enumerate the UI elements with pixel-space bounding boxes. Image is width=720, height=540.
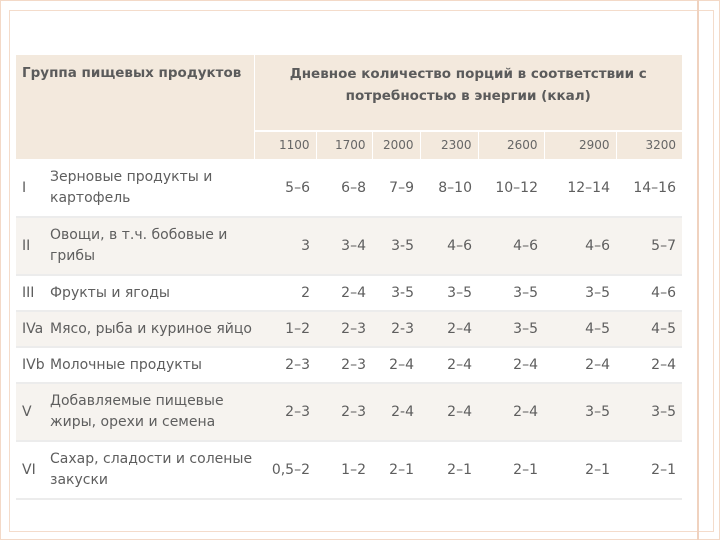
portion-value: 2–4 [478, 383, 544, 442]
portion-value: 3–5 [478, 275, 544, 312]
group-name: Сахар, сладости и соленые закуски [50, 441, 254, 500]
portion-value: 4–6 [616, 275, 682, 312]
portion-value: 0,5–2 [254, 441, 316, 500]
group-number: II [16, 217, 50, 276]
portion-value: 4–5 [616, 311, 682, 348]
kcal-header: 2300 [419, 129, 478, 159]
kcal-row: 1100 1700 2000 2300 2600 2900 3200 [16, 129, 682, 159]
kcal-header: 2900 [543, 129, 616, 159]
portion-value: 2–4 [316, 275, 372, 312]
portion-value: 2-3 [372, 311, 420, 348]
portion-value: 7–9 [372, 159, 420, 218]
portion-value: 3–5 [420, 275, 478, 312]
portion-value: 2–4 [420, 383, 478, 442]
group-number: IVb [16, 347, 50, 384]
table-row: III Фрукты и ягоды 2 2–4 3-5 3–5 3–5 3–5… [16, 275, 682, 312]
portion-value: 2–4 [544, 347, 616, 384]
kcal-header: 3200 [615, 129, 682, 159]
group-name: Зерновые продукты и картофель [50, 159, 254, 218]
portion-value: 4–6 [478, 217, 544, 276]
table-row: IVb Молочные продукты 2–3 2–3 2–4 2–4 2–… [16, 347, 682, 384]
group-number: IVa [16, 311, 50, 348]
portion-value: 10–12 [478, 159, 544, 218]
portion-value: 3–5 [544, 383, 616, 442]
group-number: V [16, 383, 50, 442]
portion-value: 2–1 [478, 441, 544, 500]
portion-value: 2–4 [420, 347, 478, 384]
kcal-header: 2600 [477, 129, 544, 159]
portion-value: 5–7 [616, 217, 682, 276]
portion-value: 3–4 [316, 217, 372, 276]
portion-value: 14–16 [616, 159, 682, 218]
group-number: I [16, 159, 50, 218]
portion-value: 1–2 [316, 441, 372, 500]
portion-value: 3–5 [544, 275, 616, 312]
portion-value: 1–2 [254, 311, 316, 348]
portion-value: 4–5 [544, 311, 616, 348]
portion-value: 2–3 [316, 311, 372, 348]
portion-value: 3–5 [616, 383, 682, 442]
header-food-group: Группа пищевых продуктов [16, 55, 255, 159]
table-row: II Овощи, в т.ч. бобовые и грибы 3 3–4 3… [16, 217, 682, 276]
food-portions-table: Группа пищевых продуктов Дневное количес… [16, 55, 682, 500]
group-name: Мясо, рыба и куриное яйцо [50, 311, 254, 348]
group-name: Добавляемые пищевые жиры, орехи и семена [50, 383, 254, 442]
portion-value: 3-5 [372, 217, 420, 276]
portion-value: 6–8 [316, 159, 372, 218]
food-portions-table-container: Группа пищевых продуктов Дневное количес… [16, 55, 682, 500]
group-number: VI [16, 441, 50, 500]
slide-frame-inner [9, 10, 714, 532]
portion-value: 2–1 [372, 441, 420, 500]
kcal-header: 2000 [371, 129, 420, 159]
table-row: I Зерновые продукты и картофель 5–6 6–8 … [16, 159, 682, 218]
group-number: III [16, 275, 50, 312]
portion-value: 2–3 [254, 347, 316, 384]
group-name: Молочные продукты [50, 347, 254, 384]
portion-value: 3–5 [478, 311, 544, 348]
kcal-header: 1100 [253, 129, 316, 159]
portion-value: 3 [254, 217, 316, 276]
header-row: Группа пищевых продуктов Дневное количес… [16, 55, 682, 159]
portion-value: 12–14 [544, 159, 616, 218]
portion-value: 8–10 [420, 159, 478, 218]
portion-value: 2–1 [616, 441, 682, 500]
portion-value: 2–4 [372, 347, 420, 384]
portion-value: 2–1 [544, 441, 616, 500]
portion-value: 2–3 [316, 347, 372, 384]
portion-value: 3-5 [372, 275, 420, 312]
portion-value: 2–4 [478, 347, 544, 384]
header-daily-portions: Дневное количество порций в соответствии… [254, 55, 682, 131]
portion-value: 2–4 [420, 311, 478, 348]
portion-value: 4–6 [420, 217, 478, 276]
portion-value: 2–3 [316, 383, 372, 442]
portion-value: 2–1 [420, 441, 478, 500]
header-daily-portions-text: Дневное количество порций в соответствии… [289, 66, 647, 104]
slide-border-strip [697, 0, 699, 540]
portion-value: 5–6 [254, 159, 316, 218]
table-row: IVa Мясо, рыба и куриное яйцо 1–2 2–3 2-… [16, 311, 682, 348]
kcal-header: 1700 [315, 129, 372, 159]
portion-value: 2-4 [372, 383, 420, 442]
group-name: Овощи, в т.ч. бобовые и грибы [50, 217, 254, 276]
portion-value: 2–4 [616, 347, 682, 384]
portion-value: 2–3 [254, 383, 316, 442]
table-row: V Добавляемые пищевые жиры, орехи и семе… [16, 383, 682, 442]
group-name: Фрукты и ягоды [50, 275, 254, 312]
table-row: VI Сахар, сладости и соленые закуски 0,5… [16, 441, 682, 500]
portion-value: 2 [254, 275, 316, 312]
portion-value: 4–6 [544, 217, 616, 276]
